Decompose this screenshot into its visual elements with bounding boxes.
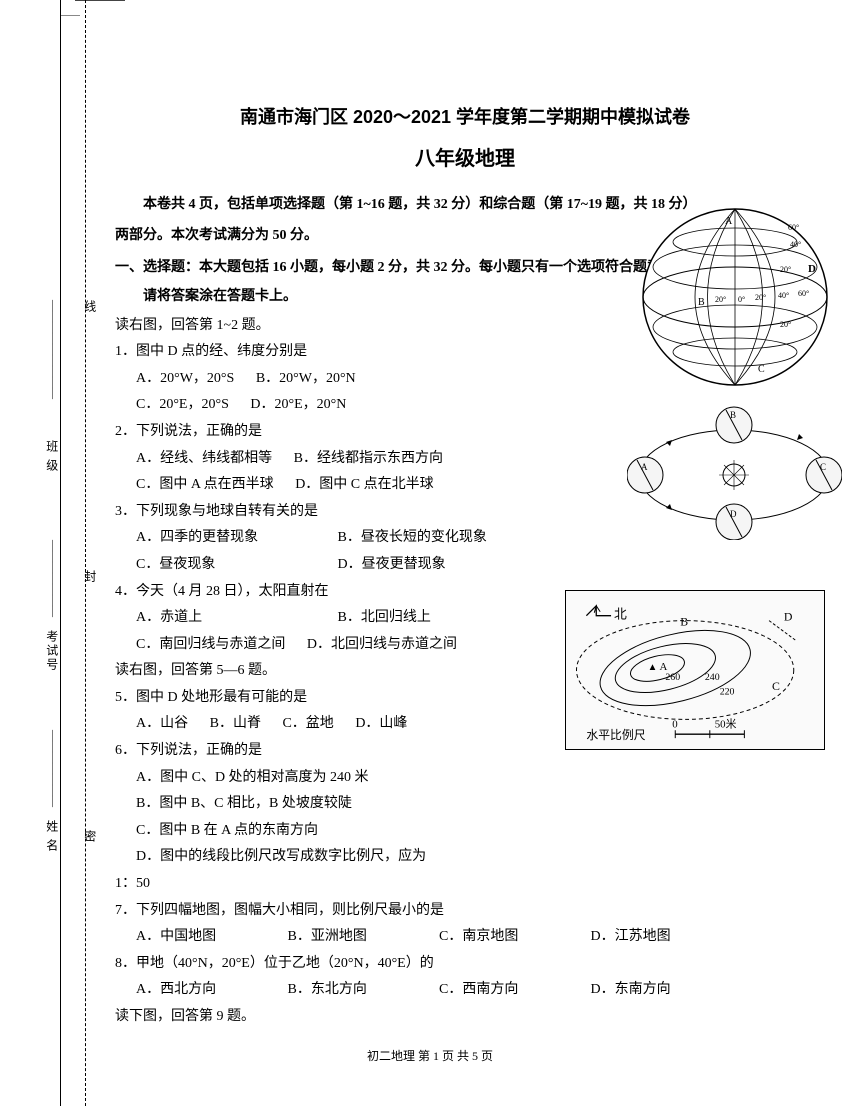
side-seal-xian: 线 — [78, 300, 101, 320]
svg-text:60°: 60° — [788, 223, 799, 232]
q1-optB: B．20°W，20°N — [256, 366, 356, 393]
q1-optC: C．20°E，20°S — [136, 392, 229, 419]
contour-scale-label: 水平比例尺 — [586, 728, 645, 742]
svg-text:B: B — [730, 410, 736, 420]
side-fill-3: ————————— — [42, 300, 63, 399]
side-fill-1: ——————— — [42, 730, 63, 807]
svg-text:40°: 40° — [790, 240, 801, 249]
q5-optA: A．山谷 — [136, 711, 188, 738]
contour-220: 220 — [720, 687, 735, 698]
q4-optD: D．北回归线与赤道之间 — [307, 632, 457, 659]
q2-optB: B．经线都指示东西方向 — [294, 446, 443, 473]
q7-optB: B．亚洲地图 — [288, 924, 418, 951]
q7-optC: C．南京地图 — [439, 924, 569, 951]
binding-margin: 姓 名 ——————— 考试号 ——————— 班 级 ————————— 密 … — [0, 0, 95, 1106]
contour-scale-50: 50米 — [715, 717, 737, 730]
q3-optB: B．昼夜长短的变化现象 — [338, 525, 487, 552]
q3-optD: D．昼夜更替现象 — [338, 552, 446, 579]
q8-optB: B．东北方向 — [288, 977, 418, 1004]
q3-optC: C．昼夜现象 — [136, 552, 316, 579]
q5-optB: B．山脊 — [210, 711, 261, 738]
svg-text:20°: 20° — [715, 295, 726, 304]
side-label-name: 姓 名 — [40, 820, 63, 853]
q3-opts-row2: C．昼夜现象 D．昼夜更替现象 — [136, 552, 815, 579]
globe-svg: A B C D 0° 20° 40° 60° 20° 20° 40° 60° 2… — [630, 202, 840, 392]
q8-optD: D．东南方向 — [591, 977, 671, 1004]
svg-text:A: A — [725, 216, 733, 227]
q8-stem: 8．甲地（40°N，20°E）位于乙地（20°N，40°E）的 — [115, 951, 815, 978]
svg-text:C: C — [820, 462, 826, 472]
q2-optC: C．图中 A 点在西半球 — [136, 472, 274, 499]
q2-optA: A．经线、纬线都相等 — [136, 446, 272, 473]
q8-optC: C．西南方向 — [439, 977, 569, 1004]
q4-optA: A．赤道上 — [136, 605, 316, 632]
side-seal-feng: 封 — [78, 570, 101, 590]
q7-optD: D．江苏地图 — [591, 924, 671, 951]
q2-optD: D．图中 C 点在北半球 — [295, 472, 433, 499]
svg-text:60°: 60° — [798, 289, 809, 298]
orbit-svg: B A C D — [627, 400, 842, 540]
contour-label-D: D — [784, 610, 793, 624]
figure-orbit: B A C D — [627, 400, 842, 540]
q5-optC: C．盆地 — [282, 711, 333, 738]
svg-text:A: A — [641, 462, 648, 472]
svg-text:D: D — [730, 509, 737, 519]
svg-text:20°: 20° — [755, 293, 766, 302]
svg-text:D: D — [808, 263, 816, 275]
q6-optD: D．图中的线段比例尺改写成数字比例尺，应为 — [136, 844, 815, 871]
q6-optA: A．图中 C、D 处的相对高度为 240 米 — [136, 765, 815, 792]
q6-optD-cont: 1：50 — [115, 871, 815, 898]
contour-A: ▲ — [648, 662, 658, 673]
contour-260: 260 — [665, 672, 680, 683]
q6-optC: C．图中 B 在 A 点的东南方向 — [136, 818, 815, 845]
q7-stem: 7．下列四幅地图，图幅大小相同，则比例尺最小的是 — [115, 898, 815, 925]
exam-title-line1: 南通市海门区 2020～2021 学年度第二学期期中模拟试卷 — [115, 100, 815, 134]
figure-globe: A B C D 0° 20° 40° 60° 20° 20° 40° 60° 2… — [630, 202, 840, 392]
q4-optC: C．南回归线与赤道之间 — [136, 632, 285, 659]
contour-scale-0: 0 — [672, 718, 678, 730]
side-label-class: 班 级 — [40, 440, 63, 473]
contour-label-C: C — [772, 679, 780, 693]
contour-label-B: B — [680, 615, 688, 629]
contour-north: 北 — [614, 608, 627, 622]
q8-opts: A．西北方向 B．东北方向 C．西南方向 D．东南方向 — [136, 977, 815, 1004]
side-seal-mi: 密 — [78, 830, 101, 850]
side-label-examno: 考试号 — [40, 630, 63, 672]
page-footer: 初二地理 第 1 页 共 5 页 — [0, 1045, 860, 1068]
contour-svg: 北 ▲ A 260 240 220 B C D 水平比例尺 0 50米 — [566, 591, 824, 749]
svg-text:C: C — [758, 364, 765, 375]
contour-240: 240 — [705, 672, 720, 683]
intro-q9: 读下图，回答第 9 题。 — [115, 1004, 815, 1031]
svg-text:20°: 20° — [780, 320, 791, 329]
q4-optB: B．北回归线上 — [338, 605, 431, 632]
q6-optB: B．图中 B、C 相比，B 处坡度较陡 — [136, 791, 815, 818]
side-fill-2: ——————— — [42, 540, 63, 617]
svg-text:B: B — [698, 297, 705, 308]
exam-title-line2: 八年级地理 — [115, 140, 815, 178]
q1-optA: A．20°W，20°S — [136, 366, 234, 393]
q3-optA: A．四季的更替现象 — [136, 525, 316, 552]
figure-contour: 北 ▲ A 260 240 220 B C D 水平比例尺 0 50米 — [565, 590, 825, 750]
q1-optD: D．20°E，20°N — [250, 392, 346, 419]
q7-optA: A．中国地图 — [136, 924, 266, 951]
q5-optD: D．山峰 — [355, 711, 407, 738]
q8-optA: A．西北方向 — [136, 977, 266, 1004]
svg-text:0°: 0° — [738, 295, 745, 304]
svg-text:40°: 40° — [778, 291, 789, 300]
q7-opts: A．中国地图 B．亚洲地图 C．南京地图 D．江苏地图 — [136, 924, 815, 951]
svg-text:20°: 20° — [780, 265, 791, 274]
margin-line-dashed — [85, 0, 86, 1106]
